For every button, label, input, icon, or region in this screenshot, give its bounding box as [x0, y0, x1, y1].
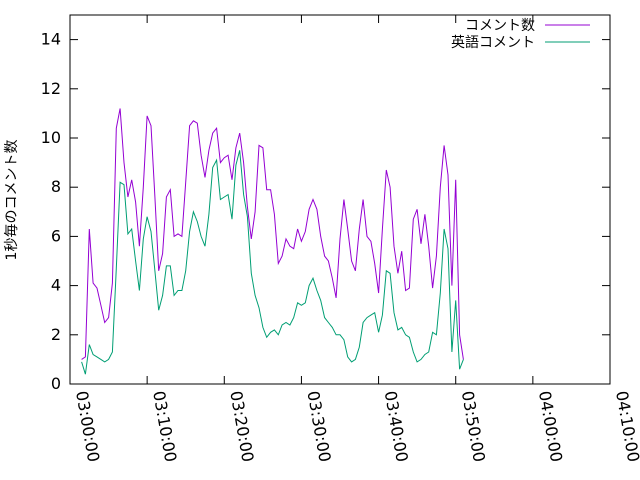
- y-tick-label: 8: [51, 177, 61, 196]
- x-tick-label: 03:40:00: [381, 389, 412, 463]
- plot-frame: [69, 14, 611, 385]
- series-line-1: [81, 150, 464, 375]
- y-tick-label: 4: [51, 276, 61, 295]
- x-tick-label: 04:00:00: [535, 389, 566, 463]
- x-tick-label: 03:10:00: [149, 389, 180, 463]
- x-tick-label: 03:20:00: [226, 389, 257, 463]
- legend-label: コメント数: [465, 18, 535, 34]
- y-tick-label: 2: [51, 325, 61, 344]
- x-tick-label: 04:10:00: [612, 389, 640, 463]
- series-line-0: [81, 108, 464, 360]
- x-axis-ticks: 03:00:00 03:10:00 03:20:00 03:30:00 03:40:00…: [69, 15, 640, 463]
- x-tick-label: 03:00:00: [72, 389, 103, 463]
- y-axis-label: 1秒毎のコメント数: [4, 140, 20, 261]
- series-lines: [81, 108, 464, 375]
- y-tick-label: 10: [41, 128, 61, 147]
- x-tick-label: 03:30:00: [303, 389, 334, 463]
- y-tick-label: 0: [51, 374, 61, 393]
- legend-label: 英語コメント: [451, 34, 535, 51]
- x-tick-label: 03:50:00: [458, 389, 489, 463]
- y-tick-label: 6: [51, 226, 61, 245]
- y-tick-label: 12: [41, 79, 61, 98]
- y-axis-ticks: 0 2 4 6 8 10 12 14: [41, 30, 610, 393]
- y-tick-label: 14: [41, 30, 61, 49]
